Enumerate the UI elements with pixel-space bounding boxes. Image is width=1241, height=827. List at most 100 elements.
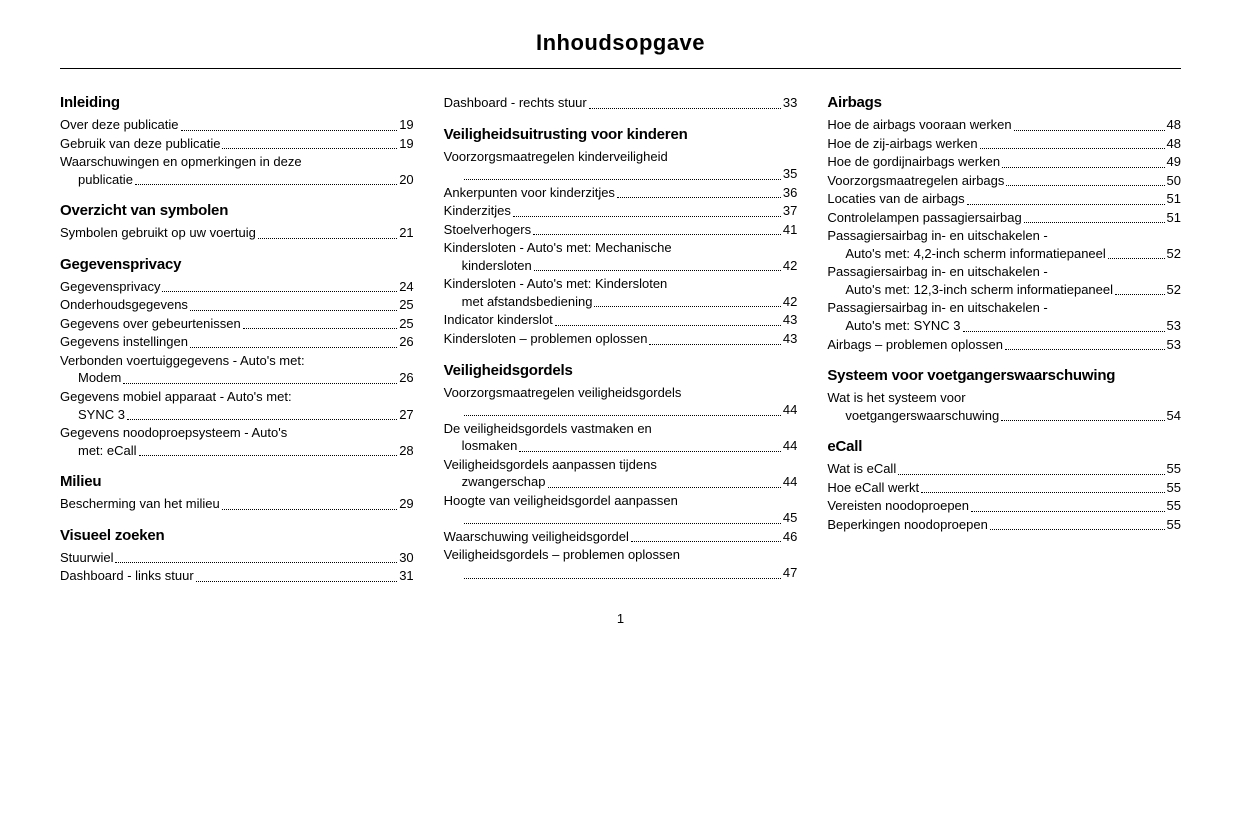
toc-page: 54 <box>1167 407 1181 425</box>
toc-label: Symbolen gebruikt op uw voertuig <box>60 224 256 242</box>
toc-dots <box>196 581 398 582</box>
section-heading: Systeem voor voetgangerswaar­schuwing <box>827 367 1181 385</box>
toc-page: 28 <box>399 442 413 460</box>
toc-dots <box>1002 167 1164 168</box>
toc-dots <box>589 108 781 109</box>
toc-entry: Onderhoudsgegevens25 <box>60 296 414 314</box>
toc-label: Gegevens over gebeurtenissen <box>60 315 241 333</box>
toc-label: Stuurwiel <box>60 549 113 567</box>
toc-dots <box>533 234 781 235</box>
toc-dots <box>464 179 781 180</box>
toc-label: Controlelampen passagiersairbag <box>827 209 1021 227</box>
toc-label: Passagiersairbag in- en uitschakelen - <box>827 227 1181 245</box>
toc-dots <box>190 310 397 311</box>
toc-dots <box>127 419 397 420</box>
section-heading: Inleiding <box>60 94 414 112</box>
toc-entry: Indicator kinderslot43 <box>444 311 798 329</box>
toc-entry: Gegevens mobiel apparaat - Auto's met:SY… <box>60 388 414 423</box>
toc-page: 26 <box>399 333 413 351</box>
toc-dots <box>464 415 781 416</box>
toc-dots <box>967 204 1165 205</box>
section-heading: Airbags <box>827 94 1181 112</box>
toc-entry: Waarschuwingen en opmerkingen in dezepub… <box>60 153 414 188</box>
toc-column-2: Dashboard - rechts stuur 33 Veiligheidsuit… <box>444 94 798 586</box>
toc-label: Voorzorgsmaatregelen airbags <box>827 172 1004 190</box>
toc-page: 48 <box>1167 135 1181 153</box>
toc-label: Kindersloten – problemen oplossen <box>444 330 648 348</box>
toc-dots <box>990 529 1165 530</box>
toc-page: 25 <box>399 315 413 333</box>
toc-sublabel: publicatie <box>78 171 133 189</box>
toc-label: Bescherming van het milieu <box>60 495 220 513</box>
toc-entry: Voorzorgsmaatregelen veiligheidsgordels4… <box>444 384 798 419</box>
section-heading: Visueel zoeken <box>60 527 414 545</box>
toc-entry: Gegevens noodoproepsysteem - Auto'smet: … <box>60 424 414 459</box>
toc-page: 47 <box>783 564 797 582</box>
toc-page: 44 <box>783 473 797 491</box>
toc-label: Locaties van de airbags <box>827 190 964 208</box>
toc-page: 31 <box>399 567 413 585</box>
toc-sublabel: Auto's met: SYNC 3 <box>845 317 960 335</box>
toc-dots <box>243 328 398 329</box>
toc-dots <box>181 130 398 131</box>
toc-label: Wat is het systeem voor <box>827 389 1181 407</box>
toc-page: 33 <box>783 94 797 112</box>
toc-page: 55 <box>1167 497 1181 515</box>
toc-page: 51 <box>1167 209 1181 227</box>
toc-entry: Vereisten noodoproepen55 <box>827 497 1181 515</box>
toc-dots <box>980 148 1165 149</box>
toc-label: Gegevens mobiel apparaat - Auto's met: <box>60 388 414 406</box>
toc-page: 52 <box>1167 281 1181 299</box>
toc-entry: Dashboard - links stuur31 <box>60 567 414 585</box>
toc-entry: Bescherming van het milieu 29 <box>60 495 414 513</box>
toc-label: Stoelverhogers <box>444 221 531 239</box>
toc-entry: Gegevens over gebeurtenissen 25 <box>60 315 414 333</box>
toc-entry: Stoelverhogers41 <box>444 221 798 239</box>
toc-page: 29 <box>399 495 413 513</box>
toc-entry: Symbolen gebruikt op uw voertuig 21 <box>60 224 414 242</box>
toc-page: 42 <box>783 257 797 275</box>
section-heading: eCall <box>827 438 1181 456</box>
toc-dots <box>534 270 781 271</box>
toc-label: Passagiersairbag in- en uitschakelen - <box>827 299 1181 317</box>
toc-label: Hoe de gordijnairbags werken <box>827 153 1000 171</box>
toc-dots <box>631 541 781 542</box>
section-heading: Veiligheidsgordels <box>444 362 798 380</box>
toc-entry: Wat is het systeem voorvoetgangerswaarsc… <box>827 389 1181 424</box>
toc-label: Hoe eCall werkt <box>827 479 919 497</box>
toc-page: 44 <box>783 401 797 419</box>
page-number: 1 <box>60 611 1181 626</box>
toc-label: Dashboard - rechts stuur <box>444 94 587 112</box>
toc-dots <box>921 492 1164 493</box>
toc-label: Gegevens instellingen <box>60 333 188 351</box>
toc-entry: Airbags – problemen oplossen53 <box>827 336 1181 354</box>
toc-page: 55 <box>1167 460 1181 478</box>
toc-label: Hoe de zij-airbags werken <box>827 135 977 153</box>
toc-page: 52 <box>1167 245 1181 263</box>
toc-entry: Locaties van de airbags51 <box>827 190 1181 208</box>
toc-entry: Veiligheidsgordels – problemen oplossen4… <box>444 546 798 581</box>
toc-sublabel: losmaken <box>462 437 518 455</box>
toc-page: 49 <box>1167 153 1181 171</box>
toc-entry: Kindersloten - Auto's met: Kinderslotenm… <box>444 275 798 310</box>
toc-page: 53 <box>1167 336 1181 354</box>
toc-entry: Gegevensprivacy24 <box>60 278 414 296</box>
toc-dots <box>162 291 397 292</box>
toc-page: 21 <box>399 224 413 242</box>
toc-page: 36 <box>783 184 797 202</box>
toc-dots <box>464 523 781 524</box>
toc-label: Waarschuwingen en opmerkingen in deze <box>60 153 414 171</box>
toc-entry: Controlelampen passagiersairbag 51 <box>827 209 1181 227</box>
toc-dots <box>222 509 398 510</box>
toc-entry: Beperkingen noodoproepen55 <box>827 516 1181 534</box>
toc-entry: Kinderzitjes37 <box>444 202 798 220</box>
toc-label: Voorzorgsmaatregelen kinderveiligheid <box>444 148 798 166</box>
toc-entry: Passagiersairbag in- en uitschakelen -Au… <box>827 299 1181 334</box>
toc-page: 19 <box>399 116 413 134</box>
toc-entry: Hoe eCall werkt55 <box>827 479 1181 497</box>
section-heading: Veiligheidsuitrusting voor kinderen <box>444 126 798 144</box>
toc-label: Veiligheidsgordels aanpassen tijdens <box>444 456 798 474</box>
toc-page: 45 <box>783 509 797 527</box>
toc-entry: Stuurwiel30 <box>60 549 414 567</box>
toc-page: 46 <box>783 528 797 546</box>
